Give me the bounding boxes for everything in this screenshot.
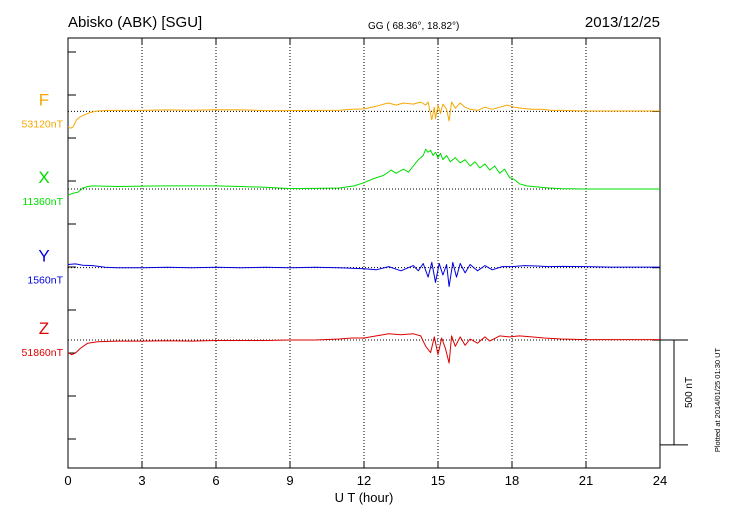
x-tick-label-9: 9 [286,473,293,488]
x-tick-label-18: 18 [505,473,519,488]
trace-X [67,148,660,196]
baseline-value-X: 11360nT [22,196,63,208]
scale-bar: 500 nT [660,339,695,446]
x-tick-label-6: 6 [212,473,219,488]
x-tick-label-21: 21 [579,473,593,488]
trace-F [67,101,660,129]
label-Y: Y [38,247,49,266]
series-traces [67,101,660,364]
plotted-timestamp: Plotted at 2014/01/25 01:30 UT [713,347,722,452]
label-Z: Z [39,319,49,338]
x-tick-label-3: 3 [138,473,145,488]
vertical-gridlines [141,38,587,468]
x-tick-label-24: 24 [653,473,667,488]
baseline-value-Y: 1560nT [27,275,63,287]
x-axis-ticks: 0 3 6 9 12 15 18 21 24 [64,38,667,488]
component-labels: F 53120nT X 11360nT Y 1560nT Z 51860nT [22,90,64,359]
station-title: Abisko (ABK) [SGU] [68,14,202,31]
trace-Y [67,261,660,288]
trace-Z [67,333,660,364]
x-tick-label-15: 15 [431,473,445,488]
label-F: F [39,90,49,109]
plot-date: 2013/12/25 [585,14,660,31]
baseline-value-F: 53120nT [22,118,64,130]
station-coords: GG ( 68.36°, 18.82°) [368,21,459,32]
x-tick-label-12: 12 [357,473,371,488]
x-axis-title: U T (hour) [335,490,394,505]
label-X: X [38,168,49,187]
plot-frame [67,37,661,469]
x-tick-label-0: 0 [64,473,71,488]
baseline-value-Z: 51860nT [22,347,64,359]
scale-bar-label: 500 nT [684,377,695,408]
left-tick-marks [68,51,76,440]
